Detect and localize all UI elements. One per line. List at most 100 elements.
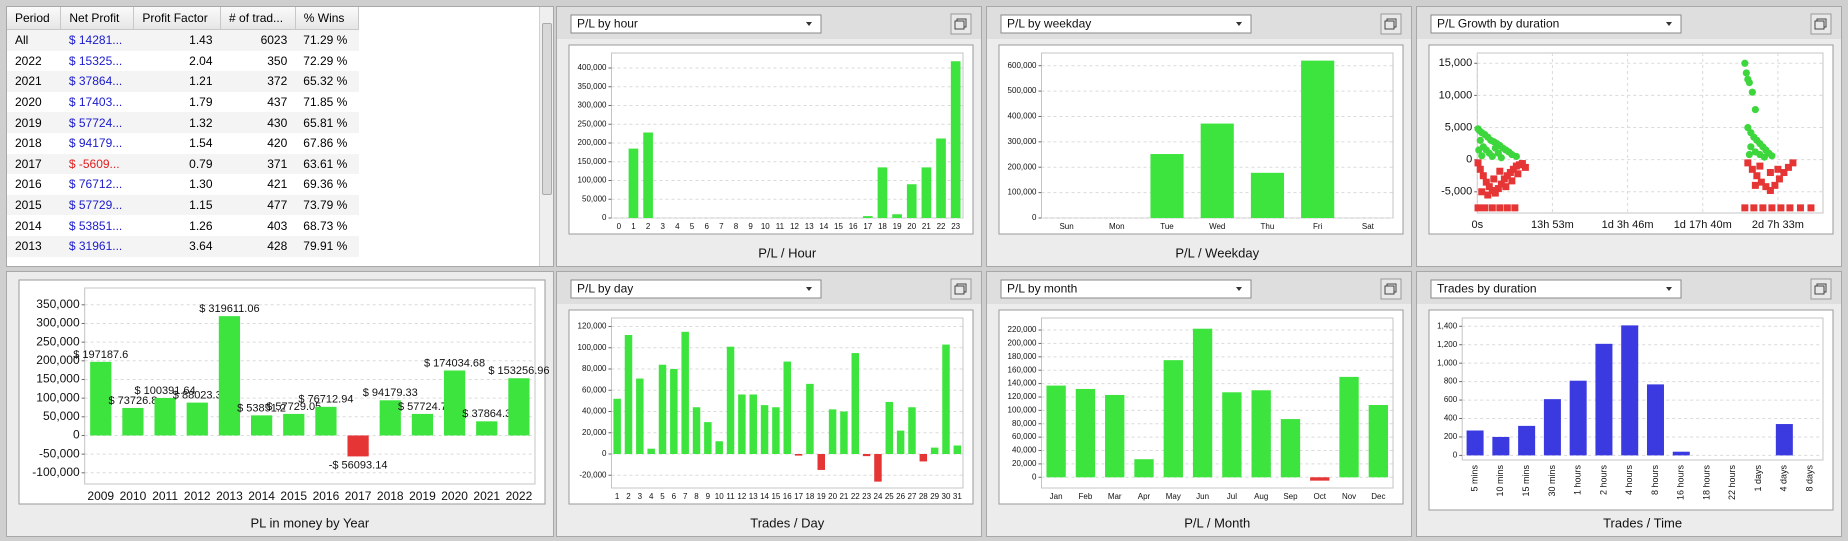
scrollbar[interactable] [539, 7, 553, 266]
y-tick-label: -100,000 [32, 465, 80, 479]
bar [218, 316, 241, 436]
data-label: $ 153256.96 [488, 365, 549, 377]
dropdown-arrow [1666, 287, 1672, 291]
point [1508, 177, 1516, 185]
point [1511, 204, 1519, 212]
x-tick-label: 25 [885, 492, 894, 501]
point [1741, 204, 1749, 212]
table-cell: $ 53851... [68, 218, 123, 233]
bar [892, 214, 902, 218]
y-tick-label: 300,000 [578, 101, 607, 110]
bar [794, 454, 803, 456]
bar [874, 454, 882, 482]
chart-selector-label: P/L by day [577, 282, 633, 296]
table-cell: 1.79 [189, 95, 213, 110]
point [1484, 191, 1492, 199]
dropdown-arrow [806, 287, 812, 291]
y-tick-label: 200,000 [36, 353, 80, 367]
x-tick-label: Dec [1371, 492, 1385, 501]
y-tick-label: 20,000 [1012, 459, 1037, 468]
chart: P/L Growth by duration -5,000 0 5,000 10,000… [1417, 7, 1841, 235]
chart-selector[interactable] [1000, 279, 1252, 299]
bar [476, 421, 498, 436]
x-tick-label: 1 [631, 222, 636, 231]
point [1502, 183, 1510, 191]
chart-panel: -100,000 -50,000 0 50,000 100,000 150,000 200,… [6, 271, 554, 537]
y-tick-label: 1,000 [1437, 358, 1458, 367]
data-label: $ 37864.3 [462, 408, 511, 420]
bar [1775, 424, 1793, 456]
bar [862, 216, 873, 218]
data-label: $ 57724.7 [398, 401, 447, 413]
y-tick-label: 200,000 [1008, 339, 1037, 348]
bar [1105, 394, 1125, 478]
column-header: Period [7, 7, 62, 30]
chart-selector[interactable] [1000, 14, 1252, 34]
x-tick-label: 30 mins [1547, 465, 1557, 497]
plot-area [84, 287, 536, 485]
scroll-thumb[interactable] [542, 23, 552, 195]
bar [906, 184, 917, 218]
chart-selector[interactable] [1430, 279, 1682, 299]
x-tick-label: Sun [1059, 222, 1073, 231]
point [1796, 204, 1804, 212]
bar [919, 454, 928, 462]
x-tick-label: 15 [771, 492, 780, 501]
x-tick-label: 22 [937, 222, 946, 231]
y-tick-label: 15,000 [1439, 57, 1473, 69]
point [1766, 169, 1774, 177]
table-cell: 2.04 [189, 53, 213, 68]
x-tick-label: 2021 [473, 489, 500, 503]
dropdown-arrow [1666, 22, 1672, 26]
y-tick-label: 0 [1453, 450, 1458, 459]
point [1494, 185, 1502, 193]
table-row: 2015 $ 57729... 1.15 477 73.79 % [7, 194, 359, 216]
x-tick-label: 2018 [377, 489, 404, 503]
x-tick-label: 16 [849, 222, 858, 231]
x-tick-label: 12 [790, 222, 799, 231]
chart-selector[interactable] [1430, 14, 1682, 34]
point [1789, 159, 1797, 167]
y-tick-label: 600 [1444, 395, 1458, 404]
table-cell: $ 76712... [68, 177, 123, 192]
x-tick-label: 8 hours [1650, 465, 1660, 496]
table-cell: 68.73 % [303, 218, 348, 233]
x-tick-label: Aug [1254, 492, 1268, 501]
chart-selector-label: P/L by weekday [1007, 17, 1091, 31]
y-tick-label: 800 [1444, 377, 1458, 386]
bar [828, 409, 837, 454]
table-row: 2019 $ 57724... 1.32 430 65.81 % [7, 112, 359, 133]
bar [930, 447, 939, 454]
y-tick-label: 0 [73, 428, 80, 442]
bar [840, 411, 848, 454]
maximize-icon [1384, 285, 1395, 295]
point [1518, 160, 1526, 168]
chart-selector[interactable] [570, 279, 822, 299]
x-tick-label: 1 days [1753, 465, 1763, 492]
x-tick-label: 20 [828, 492, 837, 501]
table-cell: 2022 [15, 53, 42, 68]
chart-selector[interactable] [570, 14, 822, 34]
bar [1339, 376, 1359, 478]
bar [681, 331, 689, 454]
y-tick-label: 140,000 [1008, 379, 1037, 388]
table-cell: $ 14281... [60, 29, 134, 51]
table-cell: 73.79 % [295, 194, 359, 216]
bar [636, 378, 644, 454]
y-tick-label: 5,000 [1445, 121, 1473, 133]
table-cell: 65.81 % [295, 112, 359, 133]
y-tick-label: 40,000 [1012, 446, 1037, 455]
y-tick-label: 200,000 [1008, 162, 1037, 171]
bar [1595, 343, 1613, 456]
y-tick-label: 400 [1444, 414, 1458, 423]
point [1474, 204, 1482, 212]
x-tick-label: Jun [1196, 492, 1209, 501]
x-tick-label: 4 [675, 222, 680, 231]
x-tick-label: 20 [907, 222, 916, 231]
bar [411, 413, 434, 436]
x-tick-label: 1d 3h 46m [1602, 219, 1654, 231]
data-label: $ 174034.68 [424, 357, 485, 369]
bar [908, 407, 916, 454]
x-tick-label: 13h 53m [1531, 219, 1574, 231]
table-cell: 372 [220, 71, 296, 92]
